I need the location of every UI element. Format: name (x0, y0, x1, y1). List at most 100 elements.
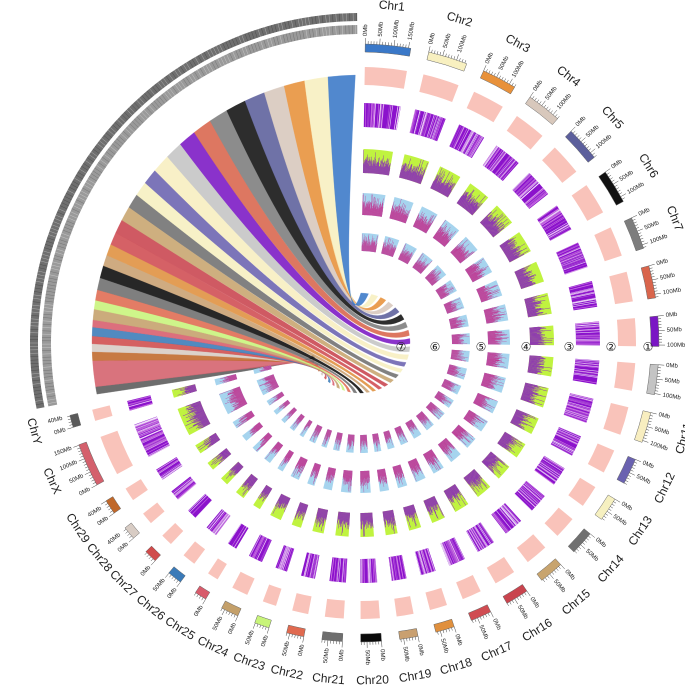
histogram-blue-inner-bar (425, 407, 431, 412)
histogram-blue-inner-bar (297, 415, 304, 424)
histogram-blue-inner-bar (415, 262, 421, 270)
histogram-blue-outer-bar (293, 457, 303, 477)
histogram-green-bar (472, 470, 481, 479)
density-line (418, 111, 426, 136)
histogram-blue-inner-bar (283, 402, 291, 409)
histogram-green-bar (192, 411, 205, 417)
histogram-green-bar (192, 403, 202, 408)
histogram-blue-outer-bar (298, 459, 307, 478)
histogram-blue-outer-bar (476, 286, 485, 291)
histogram-blue-outer-bar (244, 411, 253, 417)
histogram-green-bar (512, 417, 534, 428)
histogram-blue-outer-bar (389, 204, 394, 219)
histogram-green-bar (364, 512, 366, 527)
histogram-blue-outer-bar (483, 375, 497, 380)
histogram-green-bar (507, 247, 527, 259)
histogram-blue-outer-bar (397, 206, 403, 221)
histogram-blue-outer-bar (411, 460, 417, 472)
histogram-green-bar (488, 226, 496, 233)
histogram-blue-outer-bar (441, 441, 449, 450)
histogram-blue-outer-bar (234, 397, 245, 403)
histogram-blue-inner-bar (406, 254, 412, 264)
density-line (281, 546, 290, 570)
histogram-blue-outer-bar (230, 392, 242, 397)
histogram-green-bar (424, 500, 431, 515)
histogram-green-bar (278, 494, 284, 504)
histogram-green-bar (430, 174, 438, 189)
histogram-green-bar (199, 417, 208, 422)
histogram-blue-outer-bar (479, 289, 501, 298)
histogram-blue-inner-bar (451, 350, 460, 351)
histogram-blue-outer-bar (253, 422, 260, 428)
histogram-blue-inner-bar (391, 248, 396, 257)
density-line (575, 328, 600, 331)
histogram-blue-outer-bar (332, 468, 336, 481)
histogram-blue-outer-bar (487, 337, 509, 339)
density-line (498, 508, 515, 528)
histogram-green-bar (297, 502, 303, 516)
density-line (144, 438, 167, 450)
density-line (441, 542, 452, 566)
histogram-blue-inner-bar (368, 239, 371, 252)
histogram-blue-inner-bar (303, 419, 310, 430)
histogram-blue-outer-bar (343, 470, 345, 480)
histogram-blue-outer-bar (367, 470, 369, 478)
histogram-green-bar (460, 194, 469, 207)
histogram-blue-outer-bar (482, 381, 494, 386)
histogram-green-bar (467, 474, 473, 482)
histogram-blue-outer-bar (481, 384, 489, 387)
histogram-green-bar (381, 166, 383, 175)
density-line (524, 187, 544, 204)
histogram-blue-inner-bar (337, 432, 340, 443)
histogram-green-bar (451, 486, 458, 495)
reference-arc-stripe (214, 60, 219, 69)
histogram-blue-outer-bar (484, 310, 493, 313)
histogram-blue-inner-bar (349, 434, 352, 447)
density-line (177, 482, 196, 500)
histogram-green-bar (242, 473, 252, 485)
histogram-green-bar (404, 507, 407, 515)
density-line (575, 362, 600, 366)
reference-arc-stripe (32, 301, 41, 303)
histogram-blue-outer-bar (380, 469, 383, 484)
histogram-blue-outer-bar (393, 206, 398, 220)
density-line (567, 403, 591, 412)
histogram-blue-outer-bar (260, 433, 271, 444)
histogram-green-bar (220, 452, 231, 462)
histogram-green-bar (466, 475, 476, 487)
histogram-green-bar (526, 307, 536, 310)
histogram-green-bar (438, 183, 444, 193)
histogram-green-bar (517, 271, 533, 279)
reference-arc-stripe (287, 20, 290, 29)
histogram-green-bar (512, 417, 521, 421)
histogram-blue-inner-bar (392, 247, 396, 257)
histogram-blue-inner-bar (410, 419, 417, 430)
histogram-blue-inner-bar (438, 286, 453, 295)
histogram-blue-inner-bar (417, 415, 422, 421)
histogram-blue-inner-bar (350, 434, 352, 449)
histogram-blue-inner-bar (352, 434, 354, 442)
histogram-green-bar (471, 470, 488, 489)
histogram-blue-outer-bar (444, 439, 454, 450)
histogram-blue-inner-bar (269, 395, 285, 406)
histogram-green-bar (524, 384, 536, 388)
histogram-blue-outer-bar (377, 209, 379, 217)
histogram-blue-outer-bar (459, 252, 474, 264)
histogram-blue-inner-bar (399, 252, 403, 260)
histogram-blue-outer-bar (483, 377, 493, 381)
density-line (466, 530, 479, 552)
histogram-blue-inner-bar (347, 434, 349, 442)
reference-arc-stripe (46, 395, 56, 398)
histogram-green-bar (319, 508, 322, 518)
histogram-blue-outer-bar (364, 470, 366, 483)
histogram-green-bar (385, 164, 388, 175)
histogram-green-bar (529, 356, 541, 358)
histogram-blue-outer-bar (363, 470, 365, 481)
tracks-chr5 (424, 147, 577, 286)
histogram-blue-outer-bar (409, 460, 414, 472)
histogram-green-bar (423, 500, 429, 512)
histogram-green-bar (469, 202, 479, 214)
histogram-blue-outer-bar (284, 450, 291, 460)
karyotype-block (456, 575, 481, 600)
histogram-blue-outer-bar (279, 449, 290, 466)
